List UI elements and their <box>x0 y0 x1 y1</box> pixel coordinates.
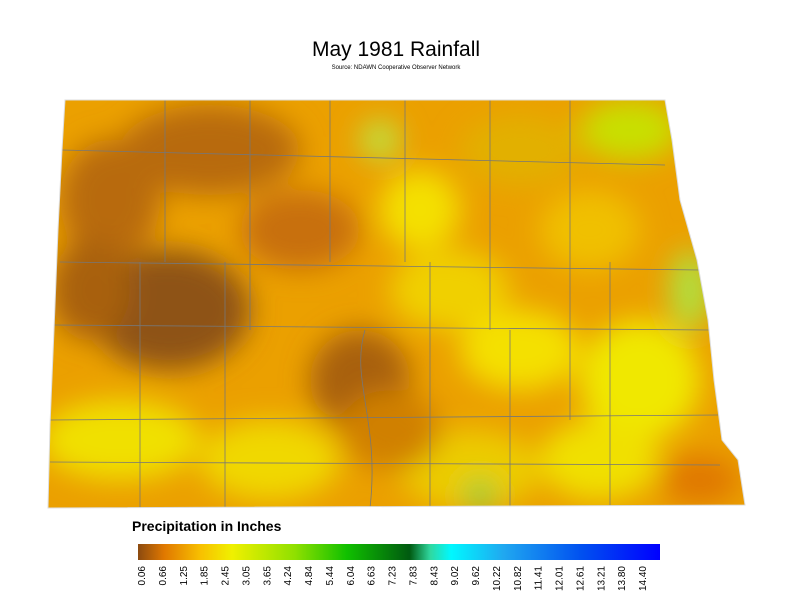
legend-label: 1.85 <box>200 566 211 586</box>
legend-labels: 0.06 0.66 1.25 1.85 2.45 3.05 3.65 4.24 4.84 5.44… <box>137 566 649 591</box>
legend-label: 12.01 <box>555 566 566 591</box>
map-source: Source: NDAWN Cooperative Observer Netwo… <box>332 65 462 71</box>
legend-label: 3.05 <box>241 566 252 586</box>
legend-label: 12.61 <box>575 566 586 591</box>
state-outline <box>47 99 746 509</box>
legend-label: 7.83 <box>408 566 419 586</box>
legend-label: 4.24 <box>283 566 294 586</box>
legend-label: 3.65 <box>262 566 273 586</box>
legend-label: 2.45 <box>221 566 232 586</box>
legend-label: 0.06 <box>137 566 148 586</box>
legend-label: 10.22 <box>492 566 503 591</box>
map-title: May 1981 Rainfall <box>312 38 480 61</box>
legend-label: 13.21 <box>596 566 607 591</box>
legend-label: 13.80 <box>617 566 628 591</box>
legend-label: 6.04 <box>346 566 357 586</box>
legend-label: 14.40 <box>638 566 649 591</box>
legend-label: 10.82 <box>513 566 524 591</box>
legend-label: 9.62 <box>471 566 482 586</box>
legend-label: 4.84 <box>304 566 315 586</box>
legend-label: 1.25 <box>179 566 190 586</box>
legend-label: 5.44 <box>325 566 336 586</box>
legend-label: 9.02 <box>450 566 461 586</box>
rainfall-surface <box>48 100 745 508</box>
legend-label: 0.66 <box>158 566 169 586</box>
legend-label: 8.43 <box>429 566 440 586</box>
legend-label: 11.41 <box>534 566 545 591</box>
legend-title: Precipitation in Inches <box>132 518 282 534</box>
legend-color-bar <box>138 544 660 560</box>
legend-label: 6.63 <box>367 566 378 586</box>
legend-label: 7.23 <box>388 566 399 586</box>
